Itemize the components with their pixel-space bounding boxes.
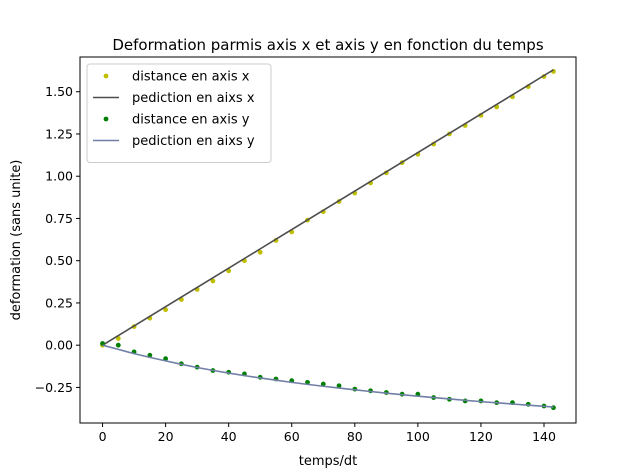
x-tick-label: 80 bbox=[347, 429, 363, 444]
y-axis-label: deformation (sans unite) bbox=[9, 160, 24, 321]
x-tick-label: 60 bbox=[284, 429, 300, 444]
y-tick-label: 0.75 bbox=[45, 211, 73, 226]
x-axis-label: temps/dt bbox=[299, 454, 358, 469]
legend-box bbox=[86, 63, 272, 163]
legend: distance en axis x pediction en aixs x dis… bbox=[86, 63, 272, 163]
data-point bbox=[115, 336, 121, 341]
legend-item: pediction en aixs x bbox=[93, 91, 255, 106]
x-axis-ticks: 0 20 40 60 80 100 120 140 bbox=[99, 423, 556, 444]
series-line bbox=[102, 344, 554, 408]
x-tick-label: 100 bbox=[406, 429, 430, 444]
y-tick-label: 1.50 bbox=[45, 84, 73, 99]
y-axis-ticks: −0.25 0.00 0.25 0.50 0.75 1.00 1.25 1.50 bbox=[35, 84, 80, 395]
data-point bbox=[210, 278, 216, 284]
plot-frame bbox=[79, 56, 577, 424]
x-tick-label: 40 bbox=[221, 429, 237, 444]
series-line bbox=[102, 69, 554, 346]
data-point bbox=[257, 249, 263, 255]
x-tick-label: 120 bbox=[469, 429, 493, 444]
legend-marker-swatch bbox=[103, 116, 109, 122]
legend-item: pediction en aixs y bbox=[93, 134, 255, 149]
data-point bbox=[320, 381, 326, 387]
chart-title: Deformation parmis axis x et axis y en f… bbox=[112, 36, 543, 54]
legend-label: distance en axis y bbox=[132, 113, 250, 128]
series-pediction-en-aixs-y bbox=[102, 344, 554, 408]
legend-label: pediction en aixs x bbox=[132, 91, 255, 106]
legend-label: distance en axis x bbox=[132, 70, 250, 85]
x-tick-label: 20 bbox=[158, 429, 174, 444]
x-tick-label: 140 bbox=[532, 429, 556, 444]
y-tick-label: −0.25 bbox=[35, 380, 73, 395]
y-tick-label: 1.25 bbox=[45, 126, 73, 141]
y-tick-label: 0.50 bbox=[45, 253, 73, 268]
data-point bbox=[115, 342, 121, 348]
series-pediction-en-aixs-x bbox=[102, 69, 554, 346]
plot-series bbox=[100, 69, 556, 411]
legend-item: distance en axis x bbox=[103, 70, 250, 85]
data-point bbox=[163, 307, 169, 313]
data-point bbox=[336, 383, 342, 389]
y-tick-label: 0.00 bbox=[45, 338, 73, 353]
legend-item: distance en axis y bbox=[103, 113, 250, 128]
legend-label: pediction en aixs y bbox=[132, 134, 255, 149]
y-tick-label: 0.25 bbox=[45, 295, 73, 310]
legend-marker-swatch bbox=[103, 73, 109, 79]
y-tick-label: 1.00 bbox=[45, 169, 73, 184]
x-tick-label: 0 bbox=[99, 429, 107, 444]
